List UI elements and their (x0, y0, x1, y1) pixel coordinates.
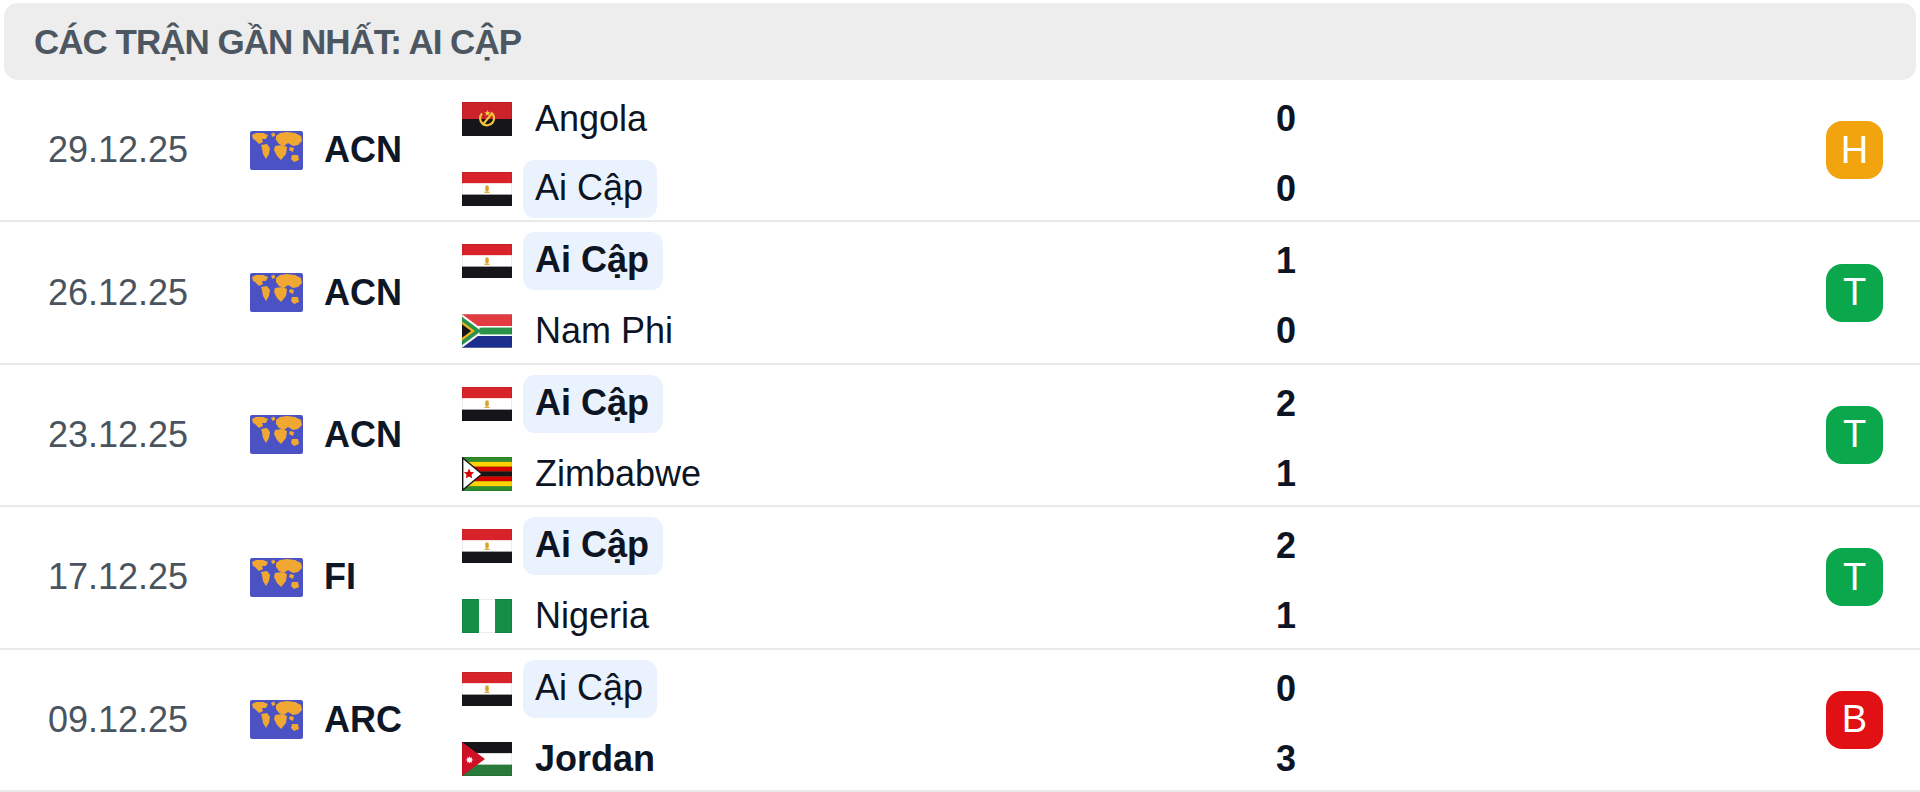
team-name-home: Ai Cập (523, 232, 663, 290)
flag-egypt-icon (462, 387, 512, 421)
team-line-home: Ai Cập (462, 518, 663, 574)
result-badge: T (1826, 406, 1883, 464)
team-line-away: Nigeria (462, 588, 649, 644)
match-date: 29.12.25 (48, 80, 188, 220)
flag-nigeria-icon (462, 599, 512, 633)
team-line-home: Ai Cập (462, 376, 663, 432)
match-row[interactable]: 26.12.25 ACN Ai Cập Nam Phi 1 0 T (0, 222, 1920, 364)
home-score: 2 (1258, 518, 1314, 574)
away-score: 0 (1258, 303, 1314, 359)
flag-egypt-icon (462, 244, 512, 278)
team-name-away: Jordan (535, 738, 655, 780)
competition-label: ACN (324, 414, 402, 456)
match-list: 29.12.25 ACN Angola Ai Cập 0 0 H 26.12.2… (0, 80, 1920, 792)
competition: ARC (250, 650, 402, 790)
team-line-away: Jordan (462, 731, 655, 787)
away-score: 1 (1258, 446, 1314, 502)
team-name-away: Zimbabwe (535, 453, 701, 495)
match-row[interactable]: 29.12.25 ACN Angola Ai Cập 0 0 H (0, 80, 1920, 222)
flag-jordan-icon (462, 742, 512, 776)
away-score: 3 (1258, 731, 1314, 787)
home-score: 0 (1258, 661, 1314, 717)
competition: ACN (250, 222, 402, 362)
competition-label: ARC (324, 699, 402, 741)
team-line-away: Zimbabwe (462, 446, 701, 502)
world-map-icon (250, 558, 303, 597)
away-score: 0 (1258, 161, 1314, 217)
competition: ACN (250, 365, 402, 505)
match-date: 26.12.25 (48, 222, 188, 362)
match-row[interactable]: 09.12.25 ARC Ai Cập Jordan 0 3 B (0, 650, 1920, 792)
team-line-home: Ai Cập (462, 661, 657, 717)
flag-south-africa-icon (462, 314, 512, 348)
world-map-icon (250, 131, 303, 170)
flag-egypt-icon (462, 172, 512, 206)
team-line-away: Nam Phi (462, 303, 673, 359)
match-date: 23.12.25 (48, 365, 188, 505)
result-badge: T (1826, 548, 1883, 606)
team-line-away: Ai Cập (462, 161, 657, 217)
section-title: CÁC TRẬN GẦN NHẤT: AI CẬP (34, 22, 521, 62)
match-row[interactable]: 23.12.25 ACN Ai Cập Zimbabwe 2 1 T (0, 365, 1920, 507)
result-badge: B (1826, 691, 1883, 749)
world-map-icon (250, 415, 303, 454)
team-name-home: Ai Cập (523, 375, 663, 433)
match-row[interactable]: 17.12.25 FI Ai Cập Nigeria 2 1 T (0, 507, 1920, 649)
section-header: CÁC TRẬN GẦN NHẤT: AI CẬP (4, 3, 1916, 80)
result-badge: T (1826, 264, 1883, 322)
world-map-icon (250, 700, 303, 739)
competition-label: ACN (324, 129, 402, 171)
world-map-icon (250, 273, 303, 312)
team-name-home: Angola (535, 98, 647, 140)
competition-label: FI (324, 556, 356, 598)
flag-egypt-icon (462, 529, 512, 563)
home-score: 1 (1258, 233, 1314, 289)
team-name-home: Ai Cập (523, 517, 663, 575)
flag-angola-icon (462, 102, 512, 136)
match-date: 09.12.25 (48, 650, 188, 790)
result-badge: H (1826, 121, 1883, 179)
home-score: 2 (1258, 376, 1314, 432)
away-score: 1 (1258, 588, 1314, 644)
home-score: 0 (1258, 91, 1314, 147)
competition: FI (250, 507, 356, 647)
team-line-home: Ai Cập (462, 233, 663, 289)
competition-label: ACN (324, 272, 402, 314)
team-name-home: Ai Cập (523, 660, 657, 718)
competition: ACN (250, 80, 402, 220)
team-line-home: Angola (462, 91, 647, 147)
team-name-away: Nam Phi (535, 310, 673, 352)
flag-zimbabwe-icon (462, 457, 512, 491)
team-name-away: Nigeria (535, 595, 649, 637)
flag-egypt-icon (462, 672, 512, 706)
team-name-away: Ai Cập (523, 160, 657, 218)
match-date: 17.12.25 (48, 507, 188, 647)
